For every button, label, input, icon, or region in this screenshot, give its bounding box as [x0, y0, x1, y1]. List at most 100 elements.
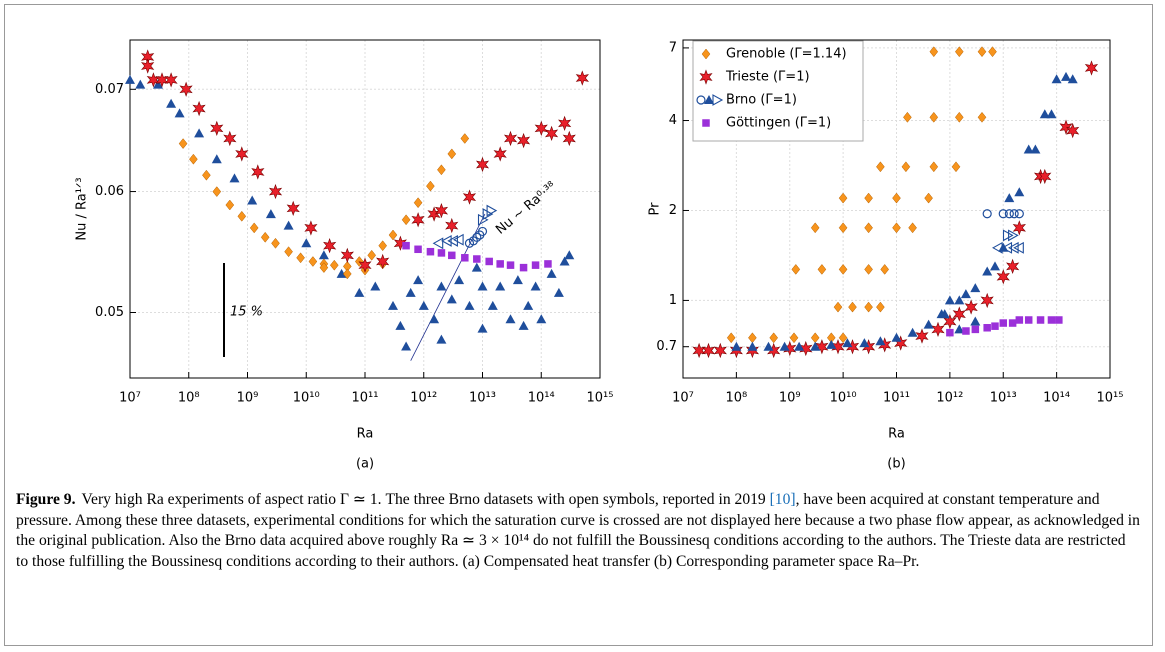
data-point [876, 161, 885, 173]
data-point [530, 281, 541, 291]
data-point [426, 247, 435, 256]
data-point [1047, 316, 1056, 324]
data-point [393, 235, 407, 251]
data-point [701, 342, 716, 359]
caption-text: , have been acquired at constant tempera… [16, 491, 1140, 570]
data-point [211, 154, 222, 164]
data-point [996, 269, 1010, 285]
data-point [954, 324, 965, 334]
data-point [1007, 241, 1019, 254]
data-point [376, 253, 390, 270]
data-point [838, 332, 848, 344]
legend-marker [704, 95, 714, 104]
data-point [301, 238, 312, 248]
data-point [946, 328, 954, 337]
data-point [323, 238, 337, 254]
data-point [503, 130, 518, 147]
data-point [1067, 74, 1078, 84]
data-point [1006, 258, 1020, 274]
data-point [342, 268, 352, 280]
data-point [402, 241, 410, 250]
data-point [726, 332, 736, 344]
x-tick-label: 10¹³ [990, 391, 1017, 406]
data-point [401, 341, 412, 351]
data-point [970, 316, 981, 326]
data-point [452, 233, 464, 246]
data-point [178, 138, 188, 150]
data-point [308, 256, 318, 267]
data-point [229, 173, 240, 183]
caption-text: Very high Ra experiments of aspect ratio… [81, 491, 770, 508]
data-point [692, 342, 706, 359]
data-point [202, 169, 211, 181]
data-point [544, 125, 559, 141]
data-point [319, 262, 329, 274]
data-point [769, 332, 779, 344]
data-point [440, 234, 452, 247]
caption: Figure 9. Very high Ra experiments of asp… [16, 490, 1141, 572]
data-point [518, 320, 529, 330]
y-tick-label: 4 [669, 113, 677, 128]
data-point [929, 46, 939, 58]
data-point [179, 81, 193, 97]
data-point [1014, 187, 1025, 197]
x-tick-label: 10¹⁴ [1043, 391, 1070, 406]
data-point [536, 314, 547, 324]
data-point [954, 295, 965, 305]
data-point [998, 209, 1008, 219]
x-tick-label: 10¹⁰ [293, 391, 320, 406]
data-point [1066, 123, 1080, 139]
x-tick-label: 10¹³ [469, 391, 496, 406]
data-point [340, 247, 354, 263]
data-point [283, 220, 294, 230]
data-point [864, 263, 873, 275]
panel-label: (b) [887, 457, 905, 472]
data-point [944, 295, 955, 305]
data-point [892, 222, 901, 234]
data-point [1004, 209, 1014, 219]
data-point [141, 58, 155, 74]
x-tick-label: 10¹⁰ [830, 391, 857, 406]
data-point [251, 164, 265, 180]
data-point [559, 256, 570, 266]
x-tick-label: 10⁷ [119, 391, 141, 406]
data-point [432, 237, 444, 250]
data-point [901, 161, 911, 173]
data-point [413, 275, 424, 285]
data-point [210, 120, 224, 136]
data-point [791, 263, 801, 275]
data-point [495, 281, 506, 291]
data-point [875, 336, 886, 346]
data-point [951, 161, 961, 173]
x-tick-label: 10¹² [410, 391, 437, 406]
data-point [553, 287, 564, 297]
y-tick-label: 0.05 [95, 305, 124, 320]
data-point [1055, 316, 1063, 324]
data-point [990, 261, 1000, 271]
data-point [838, 263, 848, 275]
data-point [1014, 209, 1024, 219]
data-point [223, 130, 237, 147]
data-point [462, 189, 477, 205]
x-tick-label: 10⁸ [725, 391, 747, 406]
data-point [512, 275, 523, 285]
data-point [477, 226, 488, 237]
data-point [1030, 144, 1041, 154]
legend-label: Trieste (Γ=1) [725, 70, 810, 85]
data-point [370, 281, 381, 291]
data-point [418, 300, 429, 310]
data-point [1004, 193, 1015, 203]
data-point [923, 319, 934, 329]
data-point [1059, 119, 1073, 135]
data-point [999, 319, 1007, 327]
data-point [426, 180, 435, 192]
data-point [473, 255, 481, 263]
data-point [1012, 220, 1026, 236]
plot-frame [682, 39, 1111, 379]
data-point [1002, 229, 1014, 242]
data-point [931, 321, 945, 337]
data-point [892, 192, 901, 204]
data-point [991, 322, 999, 330]
data-point [859, 338, 870, 348]
